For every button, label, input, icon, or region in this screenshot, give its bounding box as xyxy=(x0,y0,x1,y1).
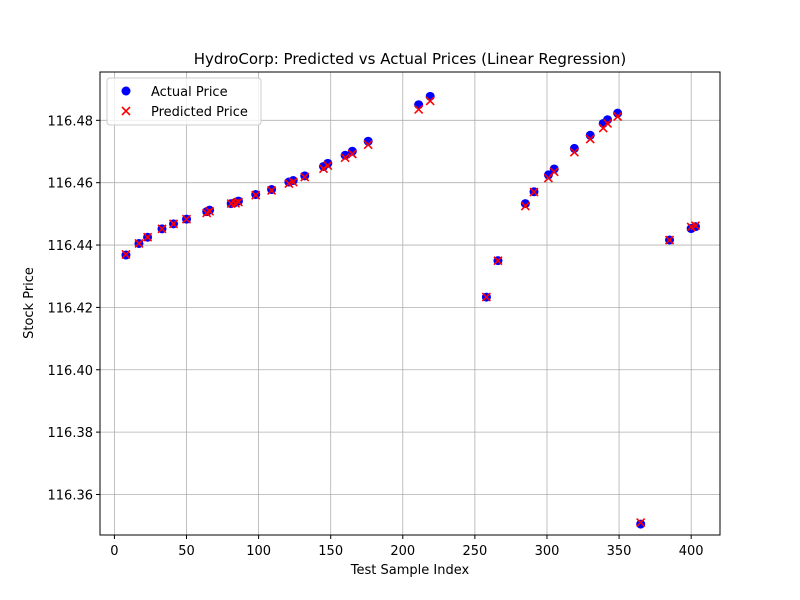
predicted-price-point xyxy=(251,190,261,200)
predicted-price-point xyxy=(143,232,153,242)
predicted-price-point xyxy=(363,140,373,150)
y-tick-label: 116.40 xyxy=(48,364,94,379)
y-tick-label: 116.42 xyxy=(48,301,94,316)
x-tick-label: 150 xyxy=(318,544,343,559)
y-axis-label: Stock Price xyxy=(22,267,37,339)
predicted-price-point xyxy=(205,206,215,216)
predicted-price-point xyxy=(267,185,277,196)
grid-lines xyxy=(100,72,720,535)
predicted-price-point xyxy=(288,177,298,187)
x-tick-label: 50 xyxy=(178,544,195,559)
y-tick-label: 116.36 xyxy=(48,488,94,503)
actual-price-point xyxy=(425,91,435,101)
axis-ticks: 0 50 100 150 200 250 300 350 400 116.36 116.38 116.… xyxy=(48,114,704,559)
predicted-price-point xyxy=(481,292,491,302)
predicted-price-point xyxy=(300,172,310,182)
plot-area xyxy=(99,71,721,536)
predicted-price-point xyxy=(347,149,357,159)
predicted-price-point xyxy=(585,134,595,144)
legend-actual-label: Actual Price xyxy=(151,85,228,100)
x-tick-label: 300 xyxy=(535,544,560,559)
y-tick-label: 116.44 xyxy=(48,239,94,254)
predicted-price-point xyxy=(636,517,646,528)
predicted-price-point xyxy=(690,221,701,231)
predicted-price-point xyxy=(664,235,675,245)
predicted-price-point xyxy=(323,160,333,171)
predicted-price-point xyxy=(493,256,503,266)
x-tick-label: 100 xyxy=(246,544,271,559)
predicted-price-point xyxy=(425,96,435,106)
x-tick-label: 250 xyxy=(462,544,487,559)
predicted-price-point xyxy=(569,147,579,157)
x-tick-label: 0 xyxy=(110,544,118,559)
predicted-price-point xyxy=(613,112,623,122)
predicted-price-point xyxy=(520,201,530,211)
predicted-price-point xyxy=(121,249,131,259)
legend-predicted-label: Predicted Price xyxy=(151,105,248,120)
predicted-price-point xyxy=(414,104,424,114)
actual-price-point xyxy=(347,146,357,156)
chart-title: HydroCorp: Predicted vs Actual Prices (L… xyxy=(194,50,627,68)
actual-price-point xyxy=(543,170,553,180)
predicted-price-point xyxy=(134,238,144,249)
x-tick-label: 200 xyxy=(390,544,415,559)
predicted-price-point xyxy=(602,118,613,129)
actual-price-point xyxy=(414,100,424,110)
predicted-price-point xyxy=(181,214,192,224)
actual-price-point xyxy=(340,150,350,160)
predicted-price-point xyxy=(233,197,243,207)
data-marks xyxy=(121,91,701,529)
legend-predicted-marker xyxy=(121,106,131,116)
predicted-price-point xyxy=(549,167,559,177)
actual-price-point xyxy=(549,164,559,174)
y-tick-label: 116.46 xyxy=(48,177,94,192)
predicted-price-point xyxy=(168,219,179,229)
predicted-price-point xyxy=(340,153,350,163)
actual-price-point xyxy=(288,176,298,186)
legend-actual-marker xyxy=(121,86,131,96)
legend: Actual Price Predicted Price xyxy=(106,77,262,126)
legend-box xyxy=(106,77,262,126)
x-tick-label: 350 xyxy=(607,544,632,559)
predicted-price-point xyxy=(157,224,167,234)
predicted-price-point xyxy=(529,187,539,197)
y-tick-label: 116.48 xyxy=(48,114,94,129)
y-tick-label: 116.38 xyxy=(48,426,94,441)
predicted-price-point xyxy=(318,164,329,174)
x-tick-label: 400 xyxy=(679,544,704,559)
predicted-price-point xyxy=(230,198,241,208)
actual-price-point xyxy=(636,519,646,529)
x-axis-label: Test Sample Index xyxy=(350,563,470,578)
actual-price-point xyxy=(520,199,530,209)
actual-price-point xyxy=(300,171,310,181)
